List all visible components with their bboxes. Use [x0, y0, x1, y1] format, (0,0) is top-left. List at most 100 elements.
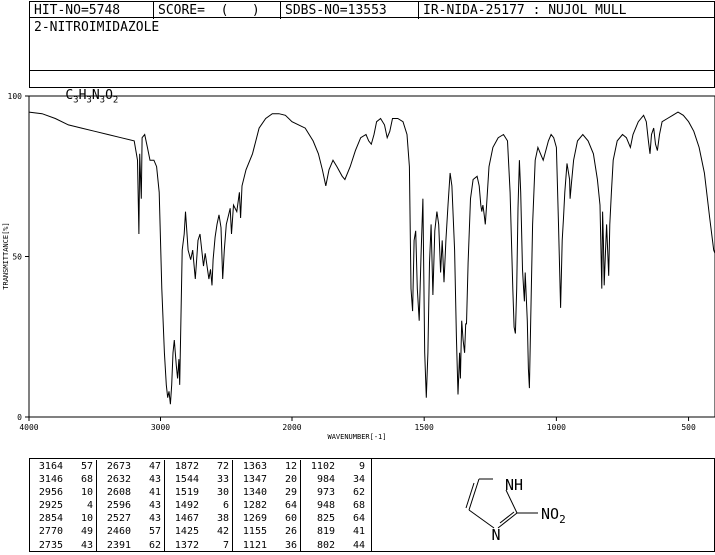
peak-wavenumber: 1282: [232, 499, 267, 513]
peak-wavenumber: 819: [300, 525, 335, 539]
x-tick-label: 500: [681, 423, 696, 432]
peak-table-row: 2735 43 2391 62 1372 7 1121 36 802 44: [29, 538, 368, 552]
peak-transmittance: 68: [352, 500, 365, 512]
peak-wavenumber: 1372: [164, 538, 199, 552]
peak-transmittance: 10: [80, 513, 93, 525]
peak-transmittance: 44: [352, 539, 365, 551]
structure-diagram: NH N NO2: [465, 476, 566, 544]
score: SCORE= ( ): [158, 3, 260, 18]
peak-transmittance: 60: [284, 513, 297, 525]
x-tick-label: 3000: [151, 423, 170, 432]
peak-transmittance: 64: [352, 513, 365, 525]
structure-box: NH N NO2: [371, 458, 715, 552]
y-tick-label: 100: [8, 92, 23, 101]
peak-transmittance: 29: [284, 487, 297, 499]
peak-wavenumber: 2925: [38, 500, 63, 512]
peak-wavenumber: 2854: [38, 513, 63, 525]
peak-transmittance: 42: [216, 526, 229, 538]
peak-wavenumber: 2770: [38, 526, 63, 538]
peak-transmittance: 34: [352, 474, 365, 486]
y-tick-label: 50: [12, 253, 22, 262]
peak-wavenumber: 1347: [232, 473, 267, 487]
peak-transmittance: 20: [284, 474, 297, 486]
nh-label: NH: [505, 476, 523, 494]
peak-wavenumber: 1363: [232, 460, 267, 474]
peak-wavenumber: 2673: [96, 460, 131, 474]
peak-transmittance: 43: [148, 474, 161, 486]
peak-table-row: 3146 68 2632 43 1544 33 1347 20 984 34: [29, 473, 368, 487]
no2-label: NO2: [541, 505, 566, 526]
peak-wavenumber: 1492: [164, 499, 199, 513]
peak-wavenumber: 948: [300, 499, 335, 513]
peak-transmittance: 62: [148, 539, 161, 551]
imidazole-ring: [465, 478, 538, 529]
peak-wavenumber: 2735: [38, 539, 63, 551]
peak-wavenumber: 1269: [232, 512, 267, 526]
spectrum-line: [28, 111, 715, 405]
sdbs-number: SDBS-NO=13553: [285, 3, 387, 18]
y-axis-label: TRANSMITTANCE[%]: [2, 222, 10, 289]
compound-name: 2-NITROIMIDAZOLE: [34, 20, 160, 35]
x-tick-label: 4000: [19, 423, 38, 432]
y-tick-label: 0: [17, 413, 22, 422]
peak-transmittance: 43: [148, 500, 161, 512]
peak-transmittance: 49: [80, 526, 93, 538]
peak-transmittance: 36: [284, 539, 297, 551]
peak-table-row: 2925 4 2596 43 1492 6 1282 64 948 68: [29, 499, 368, 513]
peak-wavenumber: 1155: [232, 525, 267, 539]
ir-method: IR-NIDA-25177 : NUJOL MULL: [423, 3, 627, 18]
peak-wavenumber: 1544: [164, 473, 199, 487]
peak-wavenumber: 1467: [164, 512, 199, 526]
peak-transmittance: 57: [80, 461, 93, 472]
peak-wavenumber: 1340: [232, 486, 267, 500]
peak-transmittance: 47: [148, 461, 161, 472]
peak-wavenumber: 1102: [300, 460, 335, 474]
peak-wavenumber: 2596: [96, 499, 131, 513]
peak-wavenumber: 2391: [96, 538, 131, 552]
peak-table-row: 2956 10 2608 41 1519 30 1340 29 973 62: [29, 486, 368, 500]
peak-transmittance: 43: [148, 513, 161, 525]
peak-transmittance: 4: [86, 500, 93, 512]
peak-transmittance: 41: [148, 487, 161, 499]
peak-transmittance: 7: [222, 539, 229, 551]
peak-wavenumber: 1121: [232, 538, 267, 552]
peak-wavenumber: 984: [300, 473, 335, 487]
peak-table-row: 2854 10 2527 43 1467 38 1269 60 825 64: [29, 512, 368, 526]
peak-transmittance: 26: [284, 526, 297, 538]
peak-wavenumber: 3164: [38, 461, 63, 472]
peak-wavenumber: 1519: [164, 486, 199, 500]
peak-transmittance: 62: [352, 487, 365, 499]
peak-table-row: 2770 49 2460 57 1425 42 1155 26 819 41: [29, 525, 368, 539]
peak-table: 3164 57 2673 47 1872 72 1363 12 1102 9 3146 68 2632 4…: [29, 460, 368, 552]
peak-wavenumber: 1872: [164, 460, 199, 474]
x-tick-label: 2000: [282, 423, 301, 432]
peak-transmittance: 57: [148, 526, 161, 538]
peak-wavenumber: 825: [300, 512, 335, 526]
peak-transmittance: 33: [216, 474, 229, 486]
peak-table-row: 3164 57 2673 47 1872 72 1363 12 1102 9: [29, 460, 368, 474]
peak-transmittance: 64: [284, 500, 297, 512]
x-tick-label: 1000: [547, 423, 566, 432]
peak-transmittance: 10: [80, 487, 93, 499]
peak-transmittance: 43: [80, 539, 93, 551]
peak-transmittance: 72: [216, 461, 229, 472]
peak-transmittance: 30: [216, 487, 229, 499]
peak-wavenumber: 1425: [164, 525, 199, 539]
peak-wavenumber: 3146: [38, 474, 63, 486]
n-label: N: [491, 526, 500, 544]
peak-wavenumber: 2608: [96, 486, 131, 500]
peak-transmittance: 41: [352, 526, 365, 538]
peak-wavenumber: 802: [300, 538, 335, 552]
hit-number: HIT-NO=5748: [34, 3, 121, 18]
peak-wavenumber: 2527: [96, 512, 131, 526]
plot-frame: [28, 95, 715, 418]
x-axis-label: WAVENUMBER[-1]: [327, 433, 386, 441]
peak-transmittance: 38: [216, 513, 229, 525]
peak-transmittance: 6: [222, 500, 229, 512]
peak-wavenumber: 2460: [96, 525, 131, 539]
peak-transmittance: 12: [284, 461, 297, 472]
x-tick-label: 1500: [415, 423, 434, 432]
peak-wavenumber: 2956: [38, 487, 63, 499]
peak-transmittance: 68: [80, 474, 93, 486]
